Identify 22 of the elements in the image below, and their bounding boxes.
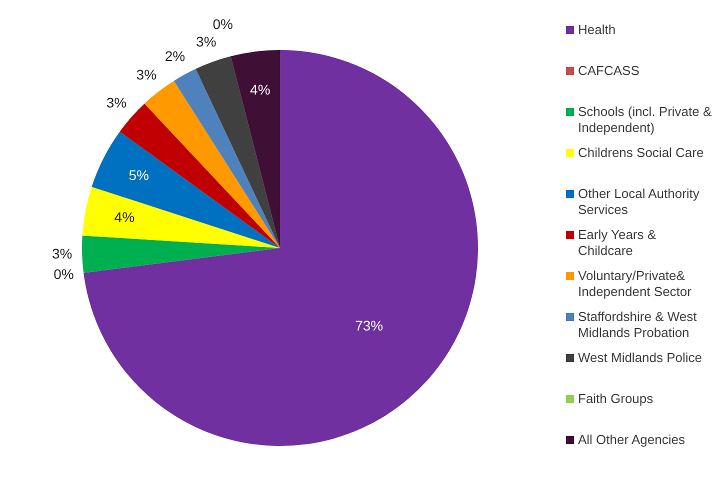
data-label: 73% [355,317,384,334]
data-label: 3% [196,34,216,50]
data-label: 5% [128,166,149,183]
data-label: 2% [164,48,186,64]
data-label: 3% [106,94,127,111]
legend-label: West Midlands Police [578,350,702,366]
text: 0% [54,266,74,282]
legend-label: Early Years & Childcare [578,227,658,259]
text: 0% [212,16,233,32]
legend-label: Childrens Social Care [578,145,704,161]
data-label: 4% [250,82,270,98]
legend-label: Faith Groups [578,391,654,407]
legend-label: CAFCASS [578,63,640,79]
legend-label: Voluntary/Private& Independent Sector [578,268,692,300]
legend-label: Health [578,22,616,38]
data-label: 3% [52,246,72,262]
legend-label: Staffordshire & West Midlands Probation [578,309,698,341]
data-label: 3% [136,66,157,83]
legend-label: Schools (incl. Private & Independent) [578,104,713,136]
legend-label: Other Local Authority Services [578,186,700,218]
data-label: 4% [114,209,135,226]
legend-label: All Other Agencies [578,432,685,448]
